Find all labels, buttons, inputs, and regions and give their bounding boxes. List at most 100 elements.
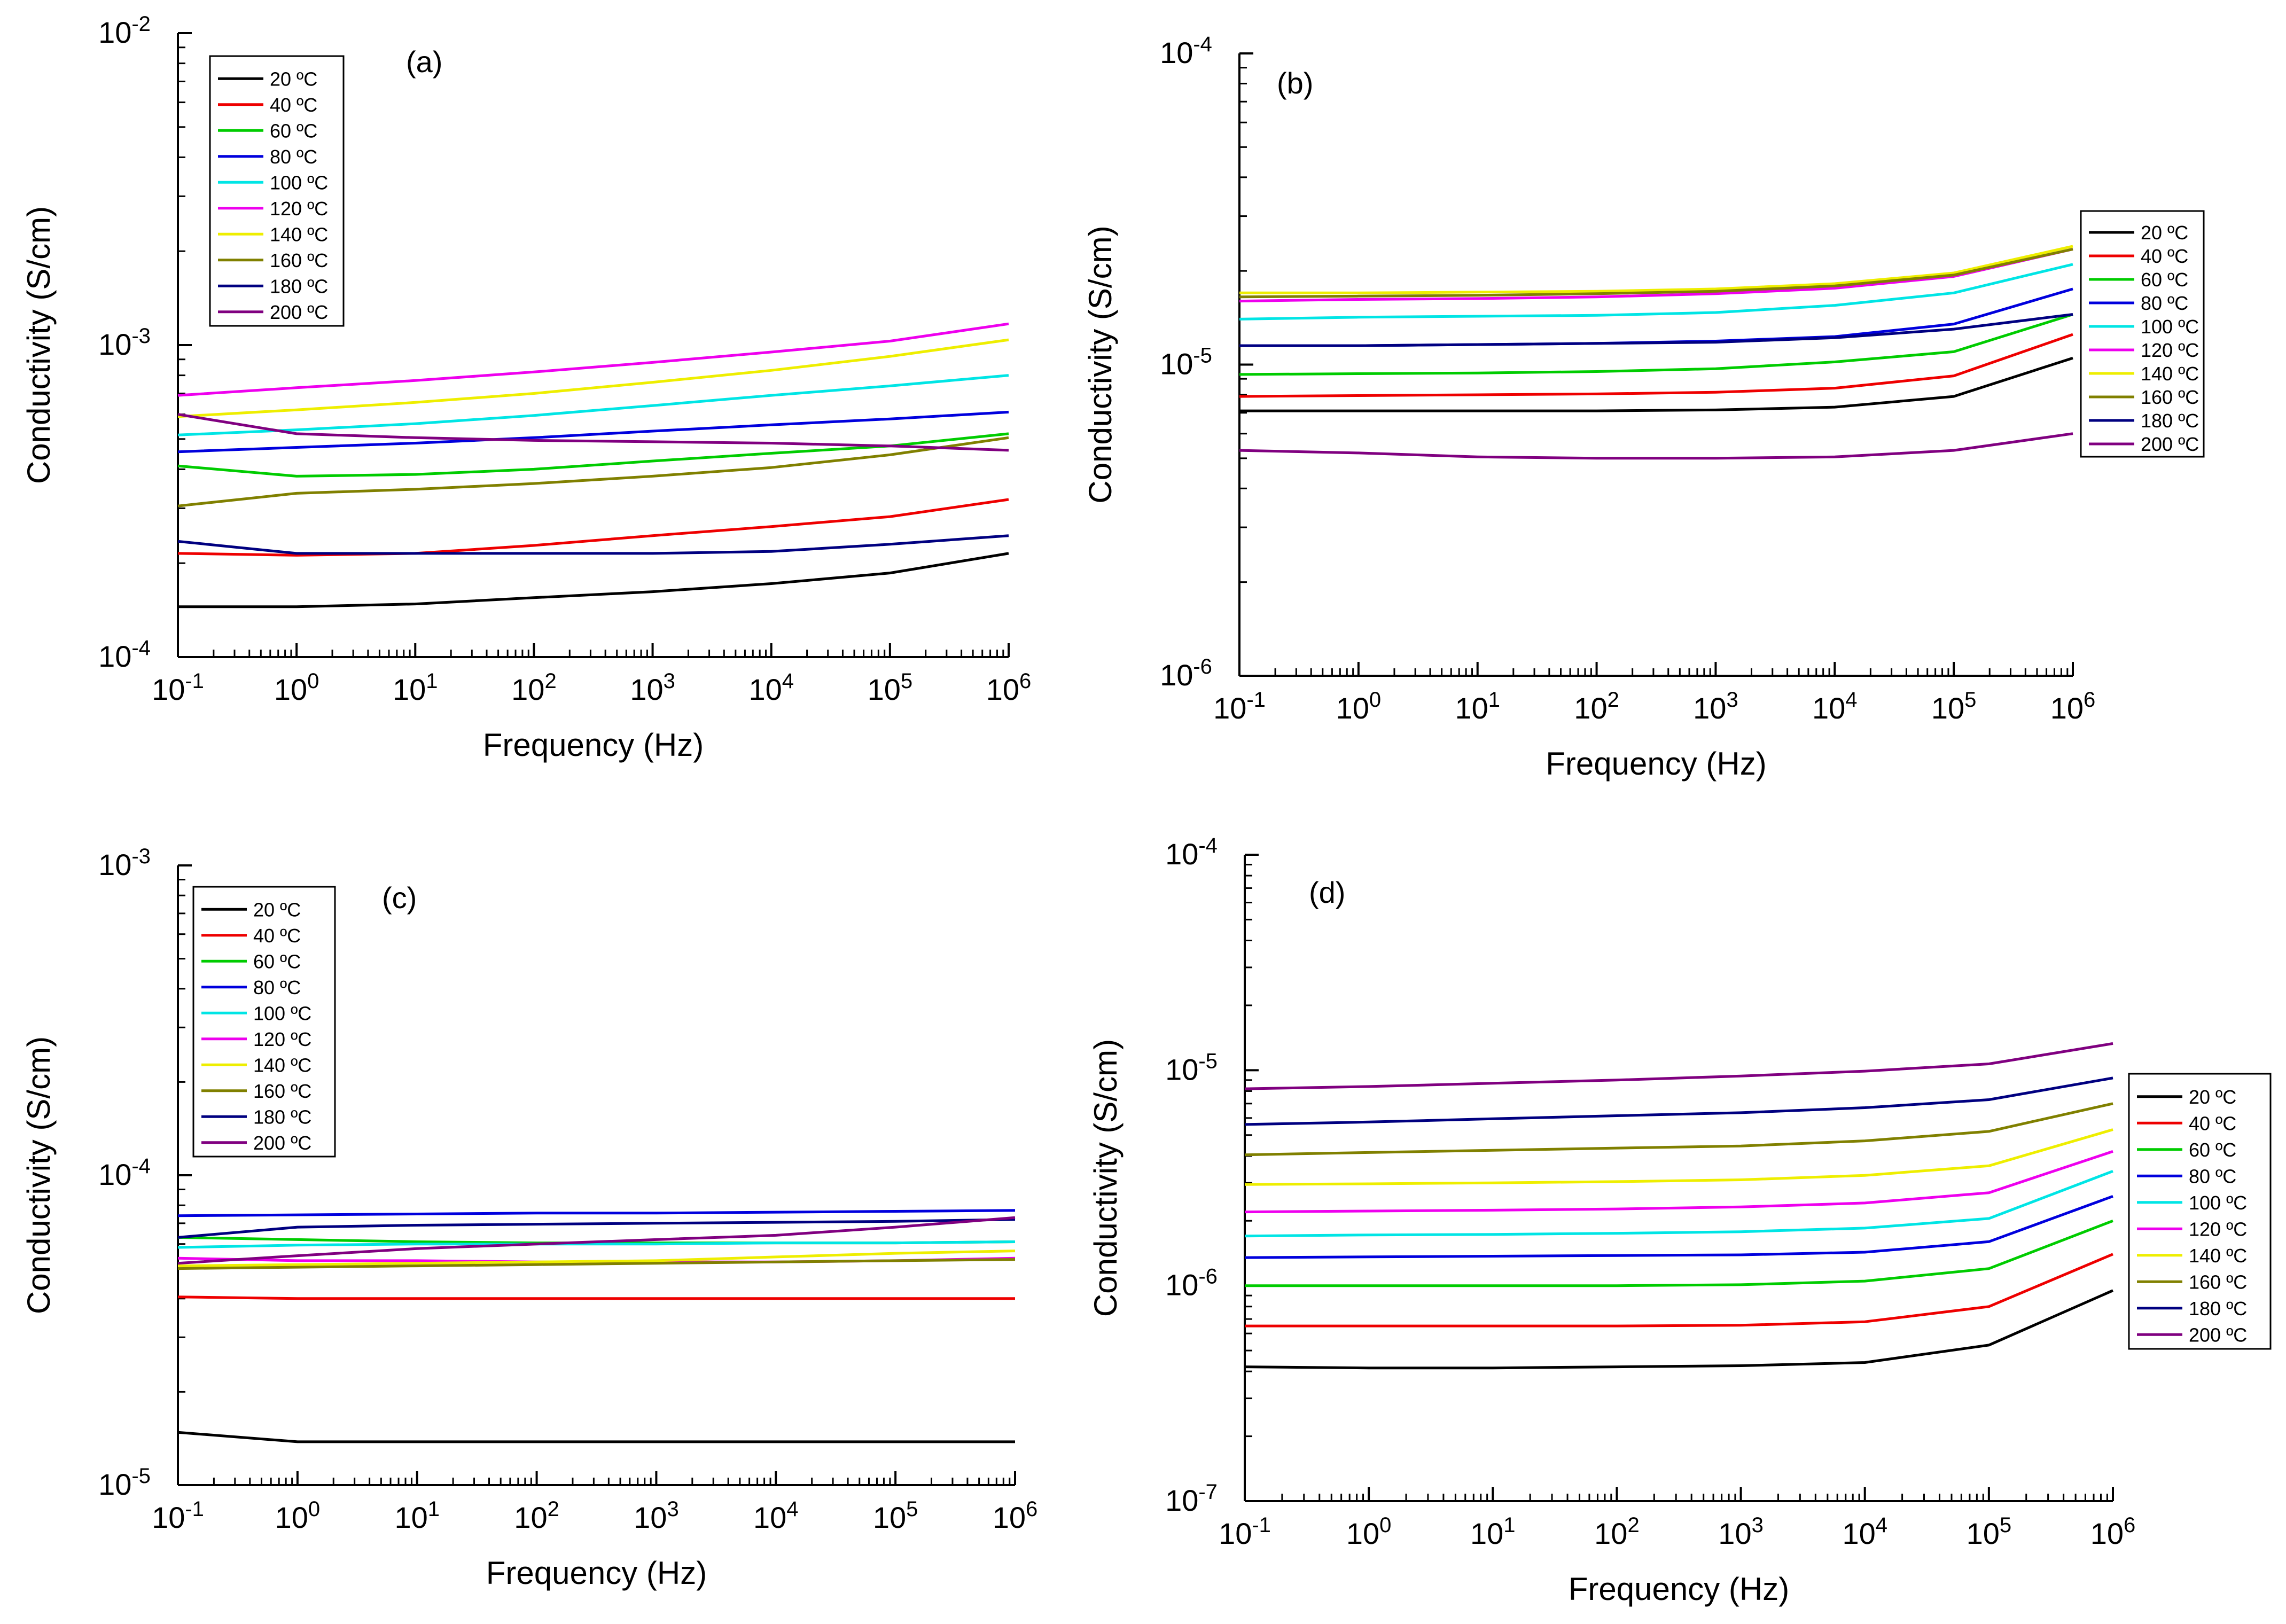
series-line-80c xyxy=(177,1209,1016,1217)
series-line-180c xyxy=(177,534,1009,555)
x-tick-label: 103 xyxy=(634,1497,679,1534)
x-tick-label: 10-1 xyxy=(152,669,204,706)
legend-entry-label: 160 ºC xyxy=(253,1080,311,1102)
legend-entry-label: 160 ºC xyxy=(2189,1271,2247,1293)
x-tick-label: 104 xyxy=(753,1497,799,1534)
legend-entry-label: 200 ºC xyxy=(253,1132,311,1154)
series-line-160c xyxy=(177,436,1009,508)
series-line-40c xyxy=(177,498,1009,557)
legend-entry-label: 20 ºC xyxy=(2141,222,2188,244)
series-line-200c xyxy=(1244,1042,2113,1090)
y-tick-label: 10-2 xyxy=(98,12,151,49)
legend-entry-label: 140 ºC xyxy=(2141,363,2199,385)
legend-entry-label: 180 ºC xyxy=(270,275,328,297)
legend-box xyxy=(209,55,345,327)
series-line-200c xyxy=(177,413,1009,452)
legend-entry-label: 200 ºC xyxy=(270,301,328,323)
legend-entry-label: 100 ºC xyxy=(2189,1192,2247,1214)
series-line-20c xyxy=(177,1431,1015,1443)
chart-panel-3: 10-1 100 101 102 103 104 105 106 10-5 10-4 10-3 Fre… xyxy=(21,845,1037,1591)
x-tick-label: 105 xyxy=(1967,1513,2012,1550)
legend-entry-label: 60 ºC xyxy=(2141,269,2188,291)
series-line-140c xyxy=(1239,245,2073,294)
legend-entry-label: 80 ºC xyxy=(253,977,301,998)
legend-entry-label: 40 ºC xyxy=(253,925,301,947)
series-line-60c xyxy=(1245,1219,2113,1287)
legend-entry-label: 200 ºC xyxy=(2189,1324,2247,1346)
chart-panel-1: 10-1 100 101 102 103 104 105 106 10-4 10-3 10-2 Fre… xyxy=(21,12,1031,763)
series-line-200c xyxy=(1239,432,2073,460)
chart-panel-2: 10-1 100 101 102 103 104 105 106 10-6 10-5 10-4 Fre… xyxy=(1082,33,2205,782)
series-line-200c xyxy=(177,1216,1016,1265)
y-tick-label: 10-4 xyxy=(1165,834,1218,871)
y-tick-label: 10-4 xyxy=(98,636,151,673)
legend-entry-label: 120 ºC xyxy=(270,198,328,220)
y-tick-label: 10-5 xyxy=(1160,344,1212,381)
x-tick-label: 100 xyxy=(275,1497,321,1534)
x-tick-label: 101 xyxy=(1470,1513,1516,1550)
legend-entry-label: 120 ºC xyxy=(2141,339,2199,361)
series-line-20c xyxy=(1239,356,2073,412)
x-tick-label: 100 xyxy=(274,669,319,706)
y-tick-label: 10-5 xyxy=(98,1464,151,1501)
x-tick-label: 10-1 xyxy=(1213,688,1266,725)
y-tick-label: 10-7 xyxy=(1165,1480,1218,1517)
legend-entry-label: 60 ºC xyxy=(253,950,301,972)
series-line-40c xyxy=(177,1295,1015,1300)
series-line-100c xyxy=(1239,263,2073,321)
legend-entry-label: 200 ºC xyxy=(2141,433,2199,455)
y-tick-label: 10-4 xyxy=(1160,33,1212,69)
legend-entry-label: 20 ºC xyxy=(270,68,317,90)
panel-label: (b) xyxy=(1277,66,1313,100)
x-tick-label: 10-1 xyxy=(152,1497,204,1534)
panel-label: (c) xyxy=(382,881,417,915)
series-line-180c xyxy=(1239,313,2073,347)
legend-entry-label: 120 ºC xyxy=(253,1028,311,1050)
legend-entry-label: 100 ºC xyxy=(253,1002,311,1024)
x-tick-label: 101 xyxy=(393,669,438,706)
legend-box xyxy=(192,886,336,1158)
x-axis-label: Frequency (Hz) xyxy=(1569,1571,1789,1607)
series-line-20c xyxy=(178,552,1009,608)
x-axis-label: Frequency (Hz) xyxy=(486,1555,707,1591)
legend-entry-label: 120 ºC xyxy=(2189,1218,2247,1240)
legend-box xyxy=(2080,210,2205,458)
y-axis-label: Conductivity (S/cm) xyxy=(21,206,57,484)
x-tick-label: 106 xyxy=(2090,1513,2136,1550)
y-tick-label: 10-6 xyxy=(1165,1265,1218,1302)
legend-entry-label: 40 ºC xyxy=(270,94,317,116)
y-tick-label: 10-3 xyxy=(98,324,151,361)
series-line-160c xyxy=(1239,247,2073,299)
legend-entry-label: 140 ºC xyxy=(2189,1245,2247,1267)
x-tick-label: 101 xyxy=(1455,688,1500,725)
legend-entry-label: 100 ºC xyxy=(270,171,328,193)
x-tick-label: 102 xyxy=(1594,1513,1640,1550)
series-line-140c xyxy=(177,338,1009,418)
x-tick-label: 106 xyxy=(986,669,1032,706)
legend-entry-label: 60 ºC xyxy=(270,120,317,142)
y-tick-label: 10-3 xyxy=(98,845,151,881)
x-tick-label: 104 xyxy=(1812,688,1858,725)
legend-entry-label: 80 ºC xyxy=(270,146,317,168)
series-line-120c xyxy=(1244,1150,2113,1214)
legend-entry-label: 80 ºC xyxy=(2141,292,2188,314)
legend-entry-label: 180 ºC xyxy=(253,1106,311,1128)
y-axis-label: Conductivity (S/cm) xyxy=(1088,1039,1124,1317)
legend-entry-label: 80 ºC xyxy=(2189,1165,2236,1187)
legend-entry-label: 40 ºC xyxy=(2189,1112,2236,1134)
x-tick-label: 104 xyxy=(748,669,794,706)
legend-entry-label: 40 ºC xyxy=(2141,245,2188,267)
y-axis-label: Conductivity (S/cm) xyxy=(21,1036,57,1314)
x-tick-label: 106 xyxy=(2050,688,2096,725)
chart-panel-4: 10-1 100 101 102 103 104 105 106 10-7 10-6 10-5 10-… xyxy=(1088,834,2272,1607)
x-tick-label: 106 xyxy=(993,1497,1038,1534)
legend-entry-label: 140 ºC xyxy=(253,1054,311,1076)
x-axis-label: Frequency (Hz) xyxy=(483,727,704,763)
series-line-180c xyxy=(177,1218,1016,1239)
x-axis-label: Frequency (Hz) xyxy=(1546,746,1766,782)
x-tick-label: 105 xyxy=(868,669,913,706)
legend-entry-label: 100 ºC xyxy=(2141,316,2199,338)
series-line-160c xyxy=(177,1258,1016,1270)
x-tick-label: 103 xyxy=(1693,688,1738,725)
x-tick-label: 103 xyxy=(630,669,675,706)
